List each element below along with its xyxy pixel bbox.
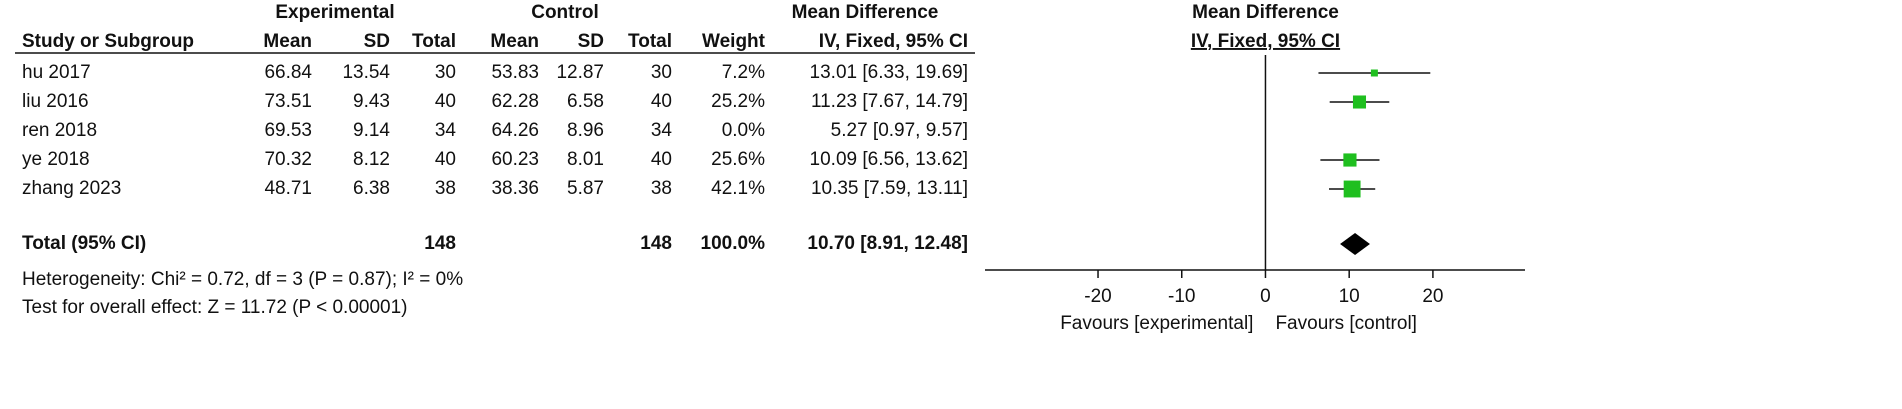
table-cell: 40: [435, 91, 456, 112]
favours-left: Favours [experimental]: [1060, 313, 1253, 334]
table-cell: 40: [651, 91, 672, 112]
table-cell: 8.01: [567, 149, 604, 170]
table-cell: 60.23: [491, 149, 539, 170]
table-cell: 6.58: [567, 91, 604, 112]
study-name: zhang 2023: [22, 178, 121, 199]
table-cell: 13.01 [6.33, 19.69]: [810, 62, 968, 83]
study-name: hu 2017: [22, 62, 91, 83]
column-header: SD: [578, 31, 604, 52]
table-cell: 6.38: [353, 178, 390, 199]
table-cell: 13.54: [342, 62, 390, 83]
table-cell: 38: [435, 178, 456, 199]
table-cell: 11.23 [7.67, 14.79]: [811, 91, 968, 112]
table-cell: 25.6%: [711, 149, 765, 170]
study-square: [1370, 69, 1378, 77]
plot-subtitle: IV, Fixed, 95% CI: [1191, 31, 1340, 52]
study-square: [1343, 153, 1357, 167]
study-square: [1343, 180, 1361, 198]
group-header: Control: [531, 2, 599, 23]
table-cell: 40: [651, 149, 672, 170]
table-cell: 30: [651, 62, 672, 83]
column-header: Weight: [702, 31, 766, 52]
study-square: [1352, 95, 1367, 109]
study-name: ye 2018: [22, 149, 90, 170]
group-header: Experimental: [275, 2, 394, 23]
column-header: IV, Fixed, 95% CI: [819, 31, 968, 52]
table-cell: 42.1%: [711, 178, 765, 199]
group-header: Mean Difference: [792, 2, 939, 23]
table-cell: 48.71: [264, 178, 312, 199]
table-cell: 66.84: [264, 62, 312, 83]
table-cell: 38: [651, 178, 672, 199]
table-cell: 8.12: [353, 149, 390, 170]
overall-effect: Test for overall effect: Z = 11.72 (P < …: [22, 297, 408, 318]
heterogeneity: Heterogeneity: Chi² = 0.72, df = 3 (P = …: [22, 269, 463, 290]
table-cell: 70.32: [264, 149, 312, 170]
total-cell: Total (95% CI): [22, 233, 146, 254]
table-cell: 53.83: [491, 62, 539, 83]
x-tick-label: 10: [1339, 286, 1360, 307]
table-cell: 10.09 [6.56, 13.62]: [810, 149, 968, 170]
table-cell: 5.27 [0.97, 9.57]: [831, 120, 968, 141]
table-cell: 12.87: [556, 62, 604, 83]
x-tick-label: -20: [1084, 286, 1111, 307]
table-cell: 9.43: [353, 91, 390, 112]
plot-title: Mean Difference: [1192, 2, 1339, 23]
column-header: Mean: [263, 31, 312, 52]
table-cell: 8.96: [567, 120, 604, 141]
table-cell: 5.87: [567, 178, 604, 199]
column-header: Study or Subgroup: [22, 31, 194, 52]
table-cell: 30: [435, 62, 456, 83]
study-name: ren 2018: [22, 120, 97, 141]
favours-right: Favours [control]: [1275, 313, 1417, 334]
table-cell: 64.26: [491, 120, 539, 141]
total-cell: 148: [640, 233, 672, 254]
total-cell: 148: [424, 233, 456, 254]
table-cell: 34: [651, 120, 673, 141]
table-cell: 73.51: [264, 91, 312, 112]
table-cell: 38.36: [491, 178, 539, 199]
table-cell: 9.14: [353, 120, 390, 141]
column-header: Mean: [490, 31, 539, 52]
table-cell: 7.2%: [722, 62, 765, 83]
column-header: Total: [412, 31, 456, 52]
table-cell: 34: [435, 120, 457, 141]
table-cell: 69.53: [264, 120, 312, 141]
table-cell: 0.0%: [722, 120, 765, 141]
x-tick-label: 20: [1422, 286, 1443, 307]
table-cell: 25.2%: [711, 91, 765, 112]
study-name: liu 2016: [22, 91, 89, 112]
table-cell: 62.28: [491, 91, 539, 112]
total-cell: 100.0%: [701, 233, 766, 254]
table-cell: 10.35 [7.59, 13.11]: [811, 178, 968, 199]
total-cell: 10.70 [8.91, 12.48]: [807, 233, 968, 254]
table-cell: 40: [435, 149, 456, 170]
x-tick-label: 0: [1260, 286, 1271, 307]
column-header: Total: [628, 31, 672, 52]
column-header: SD: [364, 31, 390, 52]
x-tick-label: -10: [1168, 286, 1195, 307]
total-diamond: [1340, 233, 1370, 255]
